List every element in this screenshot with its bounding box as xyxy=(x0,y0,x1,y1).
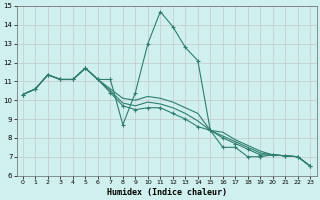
X-axis label: Humidex (Indice chaleur): Humidex (Indice chaleur) xyxy=(107,188,227,197)
